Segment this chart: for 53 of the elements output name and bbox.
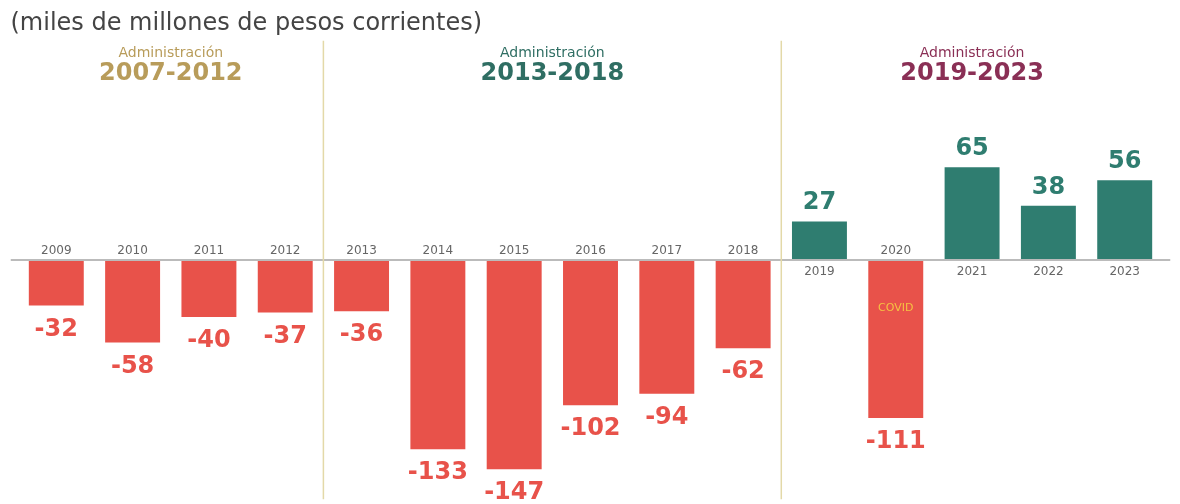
data-label: 27 xyxy=(802,187,837,216)
text: Administración xyxy=(919,43,1025,60)
x-tick-label: 2023 xyxy=(1109,263,1140,278)
text: 2007-2012 xyxy=(98,57,243,86)
x-tick-label: 2012 xyxy=(269,242,301,257)
x-tick-label: 2022 xyxy=(1033,263,1064,278)
bar xyxy=(944,167,1000,260)
bar xyxy=(410,259,466,450)
x-tick-label: 2010 xyxy=(117,242,148,257)
text: Administración xyxy=(118,43,224,60)
data-label: 65 xyxy=(955,133,989,162)
x-tick-label: 2021 xyxy=(956,263,988,278)
annotation: COVID xyxy=(878,300,914,314)
bar xyxy=(868,259,924,419)
bar xyxy=(563,259,618,406)
data-label: -58 xyxy=(110,350,155,379)
data-label: -111 xyxy=(865,426,926,455)
data-label: -32 xyxy=(34,313,78,342)
bar xyxy=(1097,180,1153,260)
bar xyxy=(334,259,390,312)
x-tick-label: 2020 xyxy=(880,242,912,257)
x-tick-label: 2011 xyxy=(193,242,225,257)
bar xyxy=(486,259,542,470)
bar xyxy=(1020,205,1076,260)
data-label: -37 xyxy=(263,320,307,349)
x-tick-label: 2015 xyxy=(498,242,530,257)
data-label: -94 xyxy=(645,401,689,430)
bar xyxy=(28,259,84,306)
x-tick-label: 2009 xyxy=(41,242,72,257)
data-label: -147 xyxy=(484,477,545,504)
data-label: 56 xyxy=(1108,146,1142,175)
data-label: -40 xyxy=(187,324,231,353)
text: Administración xyxy=(500,43,605,60)
chart-title: (miles de millones de pesos corrientes) xyxy=(10,7,483,36)
bar xyxy=(257,259,313,313)
x-tick-label: 2018 xyxy=(727,242,759,257)
bar xyxy=(105,259,161,343)
text: 2013-2018 xyxy=(480,57,625,86)
x-tick-label: 2016 xyxy=(575,242,606,257)
x-tick-label: 2013 xyxy=(346,242,377,257)
text: 2019-2023 xyxy=(900,57,1044,86)
data-label: -62 xyxy=(721,356,765,385)
data-label: -133 xyxy=(407,457,468,486)
bar xyxy=(791,221,847,260)
bar xyxy=(715,259,771,349)
x-tick-label: 2019 xyxy=(804,263,835,278)
data-label: -36 xyxy=(339,319,384,348)
bar xyxy=(639,259,695,394)
data-label: -102 xyxy=(560,413,621,442)
x-tick-label: 2017 xyxy=(651,242,683,257)
x-tick-label: 2014 xyxy=(422,242,454,257)
bar xyxy=(181,259,237,317)
data-label: 38 xyxy=(1031,171,1066,200)
